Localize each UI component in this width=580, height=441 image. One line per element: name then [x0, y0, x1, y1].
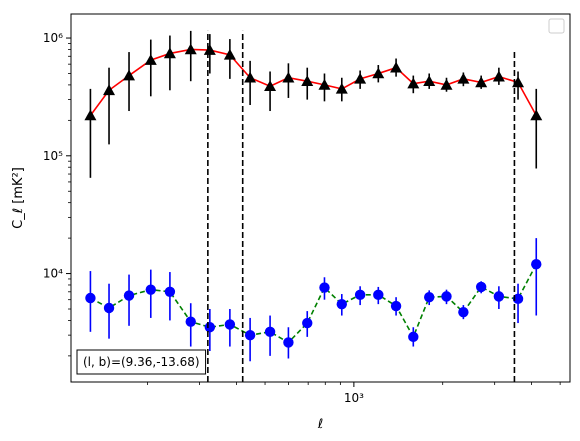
- series-0-marker-21: [475, 76, 488, 88]
- series-0-marker-16: [390, 61, 403, 73]
- series-layer: [84, 30, 543, 362]
- series-0: [84, 30, 543, 178]
- series-0-marker-1: [103, 84, 116, 96]
- series-1-marker-7: [224, 319, 236, 330]
- series-0-marker-17: [407, 77, 420, 89]
- series-1-marker-1: [103, 302, 115, 314]
- series-1-marker-3: [145, 284, 156, 295]
- series-1-marker-23: [512, 293, 524, 305]
- series-0-marker-12: [318, 78, 331, 90]
- tick-layer: 10⁴ 10⁵ 10⁶ 10³: [43, 31, 561, 405]
- series-0-marker-0: [84, 109, 97, 121]
- series-0-marker-14: [354, 72, 367, 84]
- series-1-marker-12: [319, 282, 330, 293]
- series-1: [85, 238, 542, 362]
- series-0-marker-11: [301, 75, 314, 87]
- x-tick-label-0: 10³: [344, 391, 364, 405]
- series-1-marker-0: [85, 292, 96, 304]
- series-0-marker-9: [264, 80, 277, 91]
- series-1-marker-13: [336, 298, 347, 310]
- annotation-box: [76, 349, 207, 375]
- plot-frame: [70, 13, 571, 383]
- series-0-marker-10: [282, 71, 295, 83]
- series-1-marker-16: [390, 300, 402, 312]
- series-0-marker-19: [440, 78, 453, 90]
- series-1-marker-6: [204, 322, 216, 333]
- series-1-marker-22: [493, 291, 505, 302]
- series-0-marker-24: [530, 109, 543, 121]
- series-0-marker-7: [223, 48, 236, 60]
- series-1-marker-4: [164, 286, 176, 298]
- series-1-marker-10: [283, 337, 294, 348]
- series-0-marker-2: [123, 69, 136, 81]
- y-tick-label-0: 10⁴: [43, 267, 63, 281]
- series-1-marker-9: [264, 326, 276, 338]
- annotation-text: (l, b)=(9.36,-13.68): [83, 355, 200, 369]
- x-axis-label: ℓ: [317, 417, 323, 432]
- series-1-marker-5: [185, 316, 196, 327]
- series-1-marker-19: [441, 291, 452, 302]
- series-0-marker-22: [492, 70, 505, 82]
- vline-layer: [207, 30, 516, 382]
- series-1-marker-15: [373, 289, 384, 301]
- y-tick-label-2: 10⁶: [43, 31, 63, 45]
- series-0-marker-13: [335, 82, 348, 94]
- series-0-marker-4: [163, 47, 176, 59]
- series-0-marker-20: [457, 72, 470, 84]
- series-0-marker-8: [244, 71, 257, 83]
- series-0-marker-18: [423, 75, 436, 87]
- legend-box: [548, 18, 565, 34]
- annotation: (l, b)=(9.36,-13.68): [76, 349, 207, 375]
- series-1-marker-17: [408, 331, 419, 343]
- series-1-marker-21: [475, 281, 487, 293]
- series-1-marker-14: [354, 289, 366, 301]
- series-0-marker-6: [203, 44, 216, 55]
- y-tick-label-1: 10⁵: [43, 149, 63, 163]
- series-1-marker-8: [244, 329, 256, 341]
- y-axis-label: C_ℓ [mK²]: [11, 167, 26, 229]
- series-0-marker-15: [372, 67, 385, 79]
- series-1-marker-20: [458, 306, 469, 318]
- series-1-marker-11: [302, 317, 313, 329]
- series-0-marker-3: [144, 54, 157, 65]
- series-0-marker-5: [184, 43, 197, 55]
- series-1-marker-24: [531, 259, 542, 270]
- series-1-marker-18: [424, 291, 435, 303]
- series-1-marker-2: [123, 290, 135, 301]
